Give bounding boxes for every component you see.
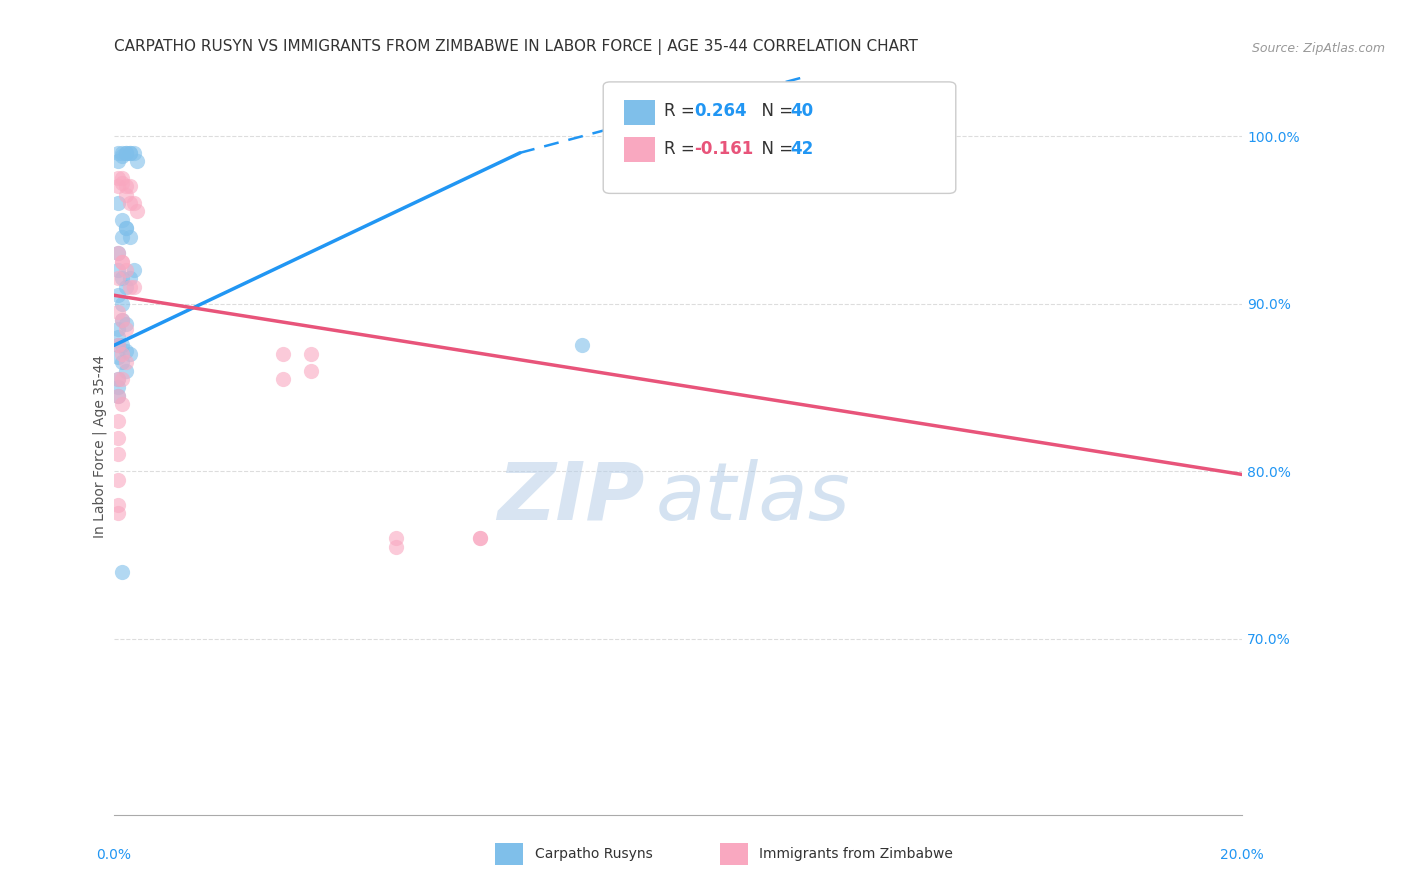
Point bbox=[107, 171, 129, 186]
Point bbox=[111, 347, 134, 361]
Point bbox=[107, 414, 129, 428]
Point bbox=[114, 145, 136, 160]
Point bbox=[107, 322, 129, 336]
Point bbox=[111, 372, 134, 386]
Point bbox=[107, 179, 129, 194]
Point bbox=[299, 347, 322, 361]
Text: R =: R = bbox=[664, 140, 700, 158]
Point bbox=[107, 473, 129, 487]
Point bbox=[114, 322, 136, 336]
Point bbox=[111, 171, 134, 186]
Point bbox=[118, 347, 141, 361]
Point bbox=[122, 280, 145, 294]
Point bbox=[385, 540, 408, 554]
Point bbox=[271, 372, 294, 386]
Point bbox=[111, 254, 134, 268]
Text: 0.0%: 0.0% bbox=[96, 847, 131, 862]
Point bbox=[118, 145, 141, 160]
Text: 42: 42 bbox=[790, 140, 814, 158]
Point bbox=[118, 271, 141, 285]
Point bbox=[107, 389, 129, 403]
Point bbox=[111, 313, 134, 327]
Point bbox=[470, 531, 492, 545]
Point bbox=[638, 129, 661, 144]
Point bbox=[107, 380, 129, 394]
Point bbox=[118, 229, 141, 244]
Point bbox=[107, 246, 129, 260]
Point bbox=[107, 447, 129, 461]
Point bbox=[114, 317, 136, 331]
Point bbox=[122, 145, 145, 160]
Point bbox=[118, 145, 141, 160]
Text: -0.161: -0.161 bbox=[695, 140, 754, 158]
Point bbox=[111, 296, 134, 310]
Point bbox=[118, 280, 141, 294]
Point bbox=[118, 196, 141, 211]
Point bbox=[114, 221, 136, 235]
Point bbox=[114, 355, 136, 369]
Text: Immigrants from Zimbabwe: Immigrants from Zimbabwe bbox=[759, 847, 953, 861]
Text: 20.0%: 20.0% bbox=[1220, 847, 1264, 862]
Point bbox=[111, 149, 134, 163]
Point bbox=[114, 221, 136, 235]
Point bbox=[107, 246, 129, 260]
Point bbox=[107, 372, 129, 386]
Point bbox=[299, 363, 322, 377]
Point bbox=[107, 350, 129, 364]
Point bbox=[111, 212, 134, 227]
Text: N =: N = bbox=[751, 103, 799, 120]
Text: Carpatho Rusyns: Carpatho Rusyns bbox=[534, 847, 652, 861]
Point bbox=[111, 565, 134, 579]
Point bbox=[111, 397, 134, 411]
Point bbox=[107, 263, 129, 277]
Text: N =: N = bbox=[751, 140, 799, 158]
Point bbox=[127, 204, 149, 219]
Point bbox=[107, 330, 129, 344]
Point bbox=[385, 531, 408, 545]
Point bbox=[107, 288, 129, 302]
Point bbox=[122, 196, 145, 211]
Point bbox=[107, 305, 129, 319]
Point bbox=[111, 145, 134, 160]
Point bbox=[118, 179, 141, 194]
Point bbox=[111, 271, 134, 285]
Text: Source: ZipAtlas.com: Source: ZipAtlas.com bbox=[1251, 42, 1385, 55]
Point bbox=[107, 431, 129, 445]
Point bbox=[107, 372, 129, 386]
Point bbox=[107, 154, 129, 169]
Point bbox=[107, 271, 129, 285]
Point bbox=[111, 355, 134, 369]
Text: 0.264: 0.264 bbox=[695, 103, 747, 120]
Point bbox=[114, 363, 136, 377]
Point bbox=[107, 338, 129, 352]
Point bbox=[107, 389, 129, 403]
Point bbox=[114, 343, 136, 358]
Point bbox=[111, 229, 134, 244]
Point bbox=[107, 498, 129, 512]
Point bbox=[114, 280, 136, 294]
Point bbox=[114, 179, 136, 194]
Text: R =: R = bbox=[664, 103, 700, 120]
Point bbox=[111, 313, 134, 327]
Point bbox=[127, 154, 149, 169]
Point bbox=[470, 531, 492, 545]
Point bbox=[271, 347, 294, 361]
Point bbox=[107, 338, 129, 352]
Text: ZIP: ZIP bbox=[496, 458, 644, 537]
Point bbox=[107, 506, 129, 520]
Point bbox=[114, 145, 136, 160]
Point bbox=[111, 254, 134, 268]
Point bbox=[114, 187, 136, 202]
Point bbox=[111, 176, 134, 190]
Text: 40: 40 bbox=[790, 103, 813, 120]
Point bbox=[114, 263, 136, 277]
Point bbox=[571, 338, 593, 352]
Y-axis label: In Labor Force | Age 35-44: In Labor Force | Age 35-44 bbox=[93, 354, 107, 538]
Text: CARPATHO RUSYN VS IMMIGRANTS FROM ZIMBABWE IN LABOR FORCE | AGE 35-44 CORRELATIO: CARPATHO RUSYN VS IMMIGRANTS FROM ZIMBAB… bbox=[114, 39, 918, 55]
Text: atlas: atlas bbox=[655, 458, 851, 537]
Point bbox=[107, 196, 129, 211]
Point bbox=[107, 145, 129, 160]
Point bbox=[122, 263, 145, 277]
Point bbox=[111, 338, 134, 352]
